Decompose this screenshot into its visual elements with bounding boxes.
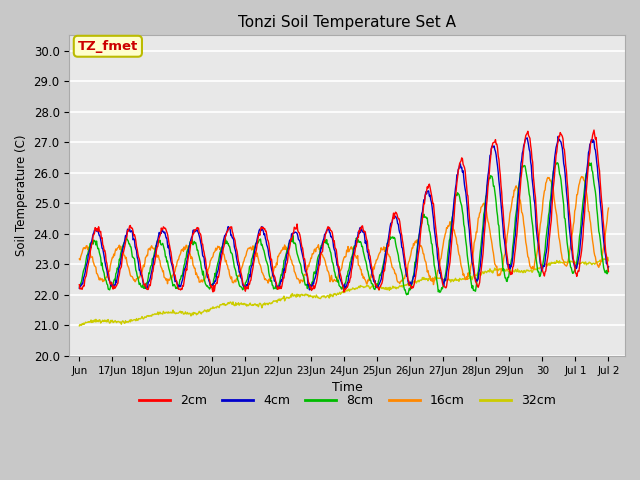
Legend: 2cm, 4cm, 8cm, 16cm, 32cm: 2cm, 4cm, 8cm, 16cm, 32cm	[134, 389, 561, 412]
Title: Tonzi Soil Temperature Set A: Tonzi Soil Temperature Set A	[238, 15, 456, 30]
Y-axis label: Soil Temperature (C): Soil Temperature (C)	[15, 135, 28, 256]
X-axis label: Time: Time	[332, 381, 363, 394]
Text: TZ_fmet: TZ_fmet	[77, 40, 138, 53]
